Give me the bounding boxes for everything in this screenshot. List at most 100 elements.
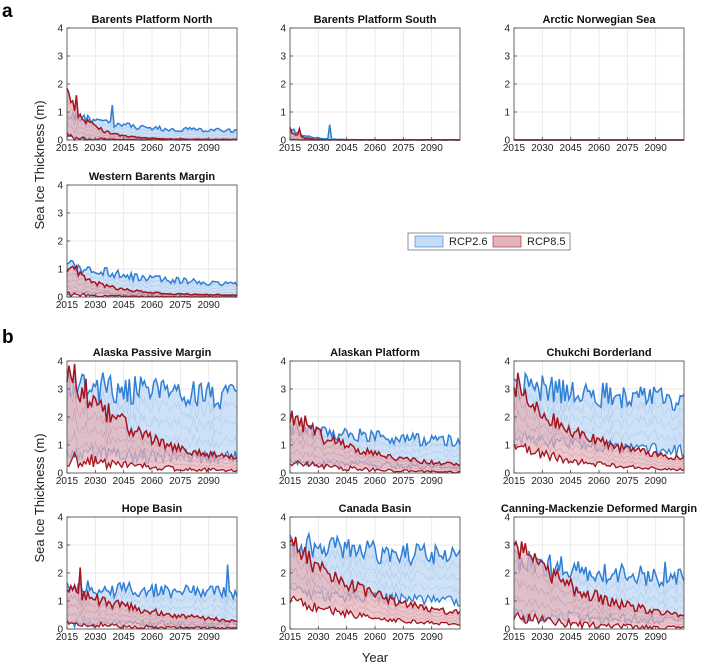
rcp26-member-line <box>66 268 238 289</box>
rcp85-member-line <box>513 391 685 463</box>
x-tick-label: 2015 <box>503 632 526 643</box>
x-tick-label: 2015 <box>279 632 302 643</box>
y-tick-label: 3 <box>57 52 63 63</box>
rcp26-upper-line <box>66 564 238 602</box>
x-tick-label: 2045 <box>560 632 583 643</box>
y-tick-label: 3 <box>280 385 286 396</box>
subplot-title: Canning-Mackenzie Deformed Margin <box>501 503 697 515</box>
y-tick-label: 4 <box>57 181 63 192</box>
y-tick-label: 2 <box>57 413 63 424</box>
x-tick-label: 2030 <box>307 143 330 154</box>
y-tick-label: 3 <box>504 52 510 63</box>
y-tick-label: 2 <box>280 80 286 91</box>
y-tick-label: 1 <box>504 441 510 452</box>
rcp85-upper-line <box>513 539 685 619</box>
y-tick-label: 1 <box>504 597 510 608</box>
rcp26-member-line <box>289 546 461 575</box>
y-tick-label: 2 <box>280 569 286 580</box>
subplot-title: Arctic Norwegian Sea <box>542 14 656 26</box>
subplot-title: Alaska Passive Margin <box>93 347 212 359</box>
x-tick-label: 2090 <box>198 300 221 311</box>
y-tick-label: 2 <box>57 80 63 91</box>
subplot-alp: 2015 2030 2045 2060 2075 2090 0 1 2 3 4 Alaskan Pla… <box>279 347 461 487</box>
legend-swatch-rcp26 <box>414 235 444 248</box>
y-tick-label: 4 <box>57 357 63 368</box>
y-tick-label: 4 <box>504 513 510 524</box>
rcp85-lower-line <box>513 442 685 472</box>
x-tick-label: 2090 <box>198 476 221 487</box>
x-tick-label: 2045 <box>113 476 136 487</box>
y-tick-label: 2 <box>57 569 63 580</box>
x-tick-label: 2090 <box>645 143 668 154</box>
rcp85-member-line <box>66 430 238 469</box>
y-tick-label: 3 <box>504 385 510 396</box>
panel-letter-b: b <box>2 327 14 348</box>
rcp85-member-line <box>513 409 685 465</box>
rcp26-upper-line <box>289 531 461 568</box>
subplot-bpn: 2015 2030 2045 2060 2075 2090 0 1 2 3 4 Barents Pla… <box>56 14 238 154</box>
x-tick-label: 2075 <box>392 476 415 487</box>
subplot-title: Alaskan Platform <box>330 347 420 359</box>
rcp85-envelope <box>290 536 460 626</box>
legend-box <box>407 232 571 251</box>
y-tick-label: 3 <box>57 209 63 220</box>
x-tick-label: 2060 <box>364 476 387 487</box>
y-tick-label: 0 <box>504 469 510 480</box>
x-tick-label: 2075 <box>169 476 192 487</box>
y-tick-label: 1 <box>280 441 286 452</box>
subplot-title: Barents Platform North <box>91 14 212 26</box>
x-tick-label: 2030 <box>84 476 107 487</box>
x-tick-label: 2060 <box>141 143 164 154</box>
y-tick-label: 0 <box>280 469 286 480</box>
legend-label-rcp85: RCP8.5 <box>527 236 566 248</box>
rcp85-member-line <box>513 596 684 626</box>
y-tick-label: 1 <box>57 597 63 608</box>
y-tick-label: 4 <box>280 24 286 35</box>
y-tick-label: 3 <box>57 385 63 396</box>
subplot-ans: 2015 2030 2045 2060 2075 2090 0 1 2 3 4 Arctic Norw… <box>503 14 685 154</box>
subplot-title: Canada Basin <box>339 503 412 515</box>
rcp85-member-line <box>66 610 238 628</box>
rcp26-upper-line <box>513 549 685 589</box>
x-tick-label: 2045 <box>336 143 359 154</box>
x-tick-label: 2090 <box>645 476 668 487</box>
rcp85-member-line <box>289 449 461 472</box>
y-tick-label: 0 <box>280 625 286 636</box>
subplot-cab: 2015 2030 2045 2060 2075 2090 0 1 2 3 4 Canada Basi… <box>279 503 461 643</box>
subplot-title: Barents Platform South <box>314 14 437 26</box>
subplot-wbm: 2015 2030 2045 2060 2075 2090 0 1 2 3 4 Western Bar… <box>56 171 238 311</box>
y-tick-label: 0 <box>504 625 510 636</box>
y-tick-label: 3 <box>57 541 63 552</box>
subplot-title: Western Barents Margin <box>89 171 216 183</box>
y-tick-label: 1 <box>280 108 286 119</box>
x-tick-label: 2015 <box>503 143 526 154</box>
x-tick-label: 2045 <box>113 632 136 643</box>
rcp85-upper-line <box>66 567 238 623</box>
y-tick-label: 4 <box>57 24 63 35</box>
subplot-cmd: 2015 2030 2045 2060 2075 2090 0 1 2 3 4Canning-Mac… <box>501 503 697 643</box>
x-tick-label: 2015 <box>56 632 79 643</box>
x-tick-label: 2030 <box>531 476 554 487</box>
y-tick-label: 2 <box>57 237 63 248</box>
x-tick-label: 2075 <box>616 476 639 487</box>
rcp26-upper-line <box>66 366 238 410</box>
y-tick-label: 4 <box>504 24 510 35</box>
rcp85-member-line <box>289 552 461 618</box>
rcp26-member-line <box>513 402 685 432</box>
x-tick-label: 2090 <box>421 632 444 643</box>
x-tick-label: 2075 <box>616 632 639 643</box>
x-tick-label: 2030 <box>84 632 107 643</box>
x-tick-label: 2030 <box>307 632 330 643</box>
rcp85-upper-line <box>513 372 685 461</box>
x-tick-label: 2090 <box>198 143 221 154</box>
x-tick-label: 2045 <box>113 143 136 154</box>
y-tick-label: 1 <box>504 108 510 119</box>
subplot-chb: 2015 2030 2045 2060 2075 2090 0 1 2 3 4 Chukchi Bor… <box>503 347 685 487</box>
y-tick-label: 1 <box>57 265 63 276</box>
y-tick-label: 3 <box>280 52 286 63</box>
rcp85-member-line <box>289 567 461 620</box>
x-tick-label: 2075 <box>392 143 415 154</box>
y-tick-label: 4 <box>57 513 63 524</box>
